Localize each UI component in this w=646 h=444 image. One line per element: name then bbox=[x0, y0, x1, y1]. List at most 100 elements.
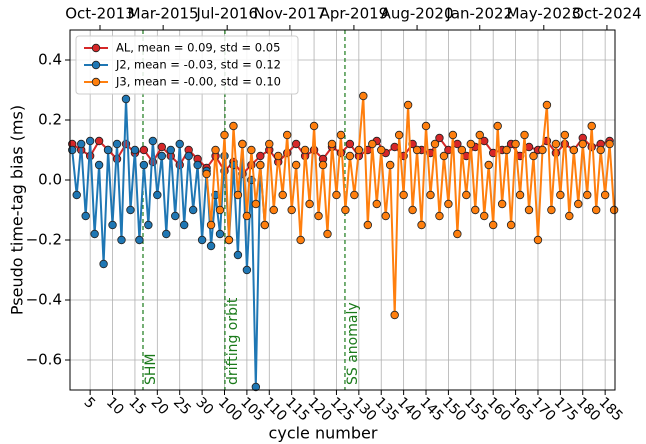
point bbox=[85, 136, 95, 146]
point bbox=[363, 220, 373, 230]
x-tick-label: 15 bbox=[125, 394, 149, 418]
x2-tick-label: Apr-2019 bbox=[320, 5, 389, 23]
point bbox=[238, 139, 247, 149]
series-line bbox=[205, 95, 616, 316]
point bbox=[157, 151, 167, 161]
point bbox=[377, 145, 386, 155]
point bbox=[327, 139, 337, 149]
x2-tick-label: Jan-2022 bbox=[445, 5, 513, 23]
x-tick-label: 170 bbox=[528, 394, 558, 424]
point bbox=[609, 205, 619, 215]
point bbox=[600, 190, 610, 200]
point bbox=[296, 235, 305, 245]
point bbox=[399, 190, 408, 200]
point bbox=[439, 151, 449, 161]
x2-tick-label: Oct-2013 bbox=[65, 5, 135, 23]
legend-label: AL, mean = 0.09, std = 0.05 bbox=[116, 41, 280, 55]
point bbox=[211, 145, 220, 155]
point bbox=[162, 229, 171, 239]
point bbox=[538, 145, 547, 155]
point bbox=[502, 145, 511, 155]
point bbox=[520, 130, 529, 140]
point bbox=[291, 139, 301, 149]
point bbox=[242, 265, 252, 275]
x-tick-label: 150 bbox=[439, 394, 469, 424]
point bbox=[390, 142, 399, 152]
point bbox=[394, 130, 404, 140]
point bbox=[488, 220, 498, 230]
point bbox=[72, 190, 81, 200]
x2-tick-label: Aug-2020 bbox=[381, 5, 454, 23]
legend-marker bbox=[91, 43, 101, 53]
point bbox=[421, 121, 431, 131]
point bbox=[591, 205, 601, 215]
point bbox=[206, 220, 216, 230]
point bbox=[135, 235, 144, 245]
x2-tick-label: May-2023 bbox=[507, 5, 581, 23]
point bbox=[282, 130, 292, 140]
point bbox=[188, 205, 198, 215]
point bbox=[350, 190, 359, 200]
point bbox=[466, 139, 476, 149]
point bbox=[587, 121, 596, 131]
x-tick-label: 30 bbox=[192, 394, 216, 418]
point bbox=[233, 190, 243, 200]
point bbox=[112, 139, 122, 149]
point bbox=[130, 145, 140, 155]
point bbox=[184, 151, 193, 161]
point bbox=[484, 160, 493, 170]
legend-marker bbox=[91, 60, 101, 70]
point bbox=[403, 100, 413, 110]
point bbox=[121, 94, 131, 104]
point bbox=[76, 139, 86, 149]
y-tick-label: −0.4 bbox=[26, 291, 62, 309]
point bbox=[233, 250, 243, 260]
point bbox=[256, 151, 265, 161]
x2-tick-label: Oct-2024 bbox=[572, 5, 642, 23]
point bbox=[157, 142, 167, 152]
point bbox=[480, 211, 489, 221]
point bbox=[511, 139, 520, 149]
x-tick-label: 135 bbox=[372, 394, 402, 424]
point bbox=[108, 220, 117, 230]
point bbox=[171, 211, 180, 221]
x-tick-label: 20 bbox=[148, 394, 172, 418]
point bbox=[309, 121, 319, 131]
point bbox=[260, 220, 270, 230]
y-tick-label: 0.2 bbox=[38, 111, 62, 129]
point bbox=[462, 190, 471, 200]
point bbox=[206, 241, 216, 251]
x-tick-label: 105 bbox=[237, 394, 267, 424]
point bbox=[453, 229, 462, 239]
point bbox=[202, 169, 211, 179]
point bbox=[569, 145, 579, 155]
point bbox=[345, 139, 355, 149]
plot bbox=[68, 91, 619, 392]
point bbox=[220, 130, 229, 140]
point bbox=[99, 259, 108, 269]
point bbox=[524, 205, 534, 215]
point bbox=[390, 310, 399, 320]
point bbox=[175, 160, 184, 170]
point bbox=[314, 211, 323, 221]
y-tick-label: −0.6 bbox=[26, 351, 62, 369]
point bbox=[193, 160, 202, 170]
point bbox=[94, 136, 104, 146]
point bbox=[215, 205, 225, 215]
point bbox=[408, 205, 417, 215]
point bbox=[341, 205, 350, 215]
point bbox=[103, 145, 113, 155]
point bbox=[475, 130, 484, 140]
point bbox=[224, 235, 234, 245]
x-tick-label: 25 bbox=[170, 394, 194, 418]
legend-label: J3, mean = -0.00, std = 0.10 bbox=[115, 75, 281, 89]
legend-marker bbox=[91, 77, 101, 87]
point bbox=[529, 151, 538, 161]
point bbox=[381, 211, 390, 221]
point bbox=[251, 199, 261, 209]
point bbox=[242, 211, 252, 221]
annotation-text: drifting orbit bbox=[225, 297, 241, 385]
point bbox=[81, 211, 90, 221]
point bbox=[179, 220, 189, 230]
